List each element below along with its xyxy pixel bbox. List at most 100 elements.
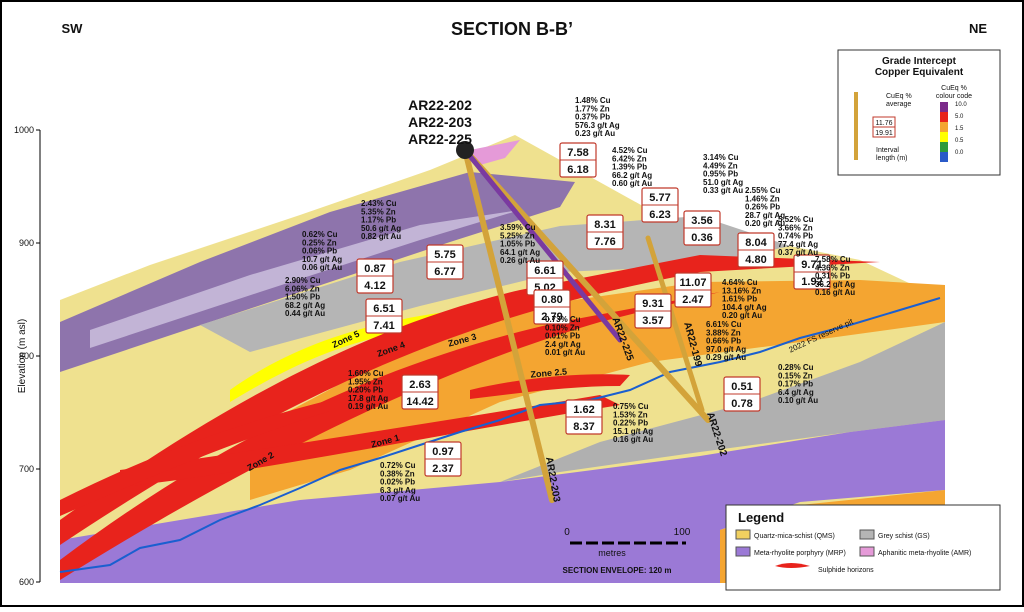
intercept-grade: 1.62 <box>573 404 594 416</box>
assay: 0.95% Pb <box>703 170 738 179</box>
intercept-grade: 7.58 <box>567 147 588 159</box>
intercept-length: 4.80 <box>745 254 766 266</box>
assay: 0.72% Cu <box>380 461 416 470</box>
colour-code <box>940 102 948 112</box>
intercept-length: 2.47 <box>682 294 703 306</box>
assay: 0.01% Pb <box>545 332 580 341</box>
intercept-length: 2.37 <box>432 463 453 475</box>
right-dir: NE <box>969 21 987 36</box>
intercept-grade: 0.97 <box>432 446 453 458</box>
intercept-grade: 9.31 <box>642 298 663 310</box>
assay: 17.8 g/t Ag <box>348 394 388 403</box>
assay: 1.53% Zn <box>613 410 648 419</box>
assay: 1.50% Pb <box>285 293 320 302</box>
legend-title: Legend <box>738 510 784 525</box>
colour-code <box>940 142 948 152</box>
assay: 1.05% Pb <box>500 240 535 249</box>
assay: 2.43% Cu <box>361 199 397 208</box>
assay: 0.33 g/t Au <box>703 186 743 195</box>
assay: 0.73% Cu <box>545 315 581 324</box>
intercept-grade: 0.87 <box>364 263 385 275</box>
assay: 0.37% Pb <box>575 113 610 122</box>
assay: 2.4 g/t Ag <box>545 340 581 349</box>
intercept-grade: 8.31 <box>594 219 615 231</box>
assay: 1.48% Cu <box>575 96 611 105</box>
axis-label: Elevation (m asl) <box>17 319 28 393</box>
legend-box <box>725 504 1001 591</box>
assay: 1.17% Pb <box>361 216 396 225</box>
legend-swatch <box>859 546 875 557</box>
grade-average: CuEq % <box>886 93 912 100</box>
assay: 4.52% Cu <box>612 146 648 155</box>
intercept-grade: 6.51 <box>373 303 394 315</box>
zone-label: Zone 2.5 <box>530 366 567 379</box>
intercept-length: 3.57 <box>642 315 663 327</box>
legend-item: Grey schist (GS) <box>878 533 930 540</box>
intercept-grade: 5.77 <box>649 192 670 204</box>
assay: 2.90% Cu <box>285 276 321 285</box>
assay: 0.10% Zn <box>545 323 580 332</box>
scale-end: 100 <box>674 527 691 538</box>
assay: 0.66% Pb <box>706 337 741 346</box>
assay: 13.16% Zn <box>722 286 761 295</box>
assay: 0.06 g/t Au <box>302 263 342 272</box>
left-dir: SW <box>62 21 84 36</box>
tick-label: 600 <box>19 577 34 587</box>
assay: 4.49% Zn <box>703 161 738 170</box>
tick-label: 800 <box>19 351 34 361</box>
assay: 0.17% Pb <box>778 380 813 389</box>
intercept-length: 8.37 <box>573 421 594 433</box>
assay: 4.36% Zn <box>815 263 850 272</box>
grade-average: average <box>886 101 911 108</box>
assay: 0.20% Pb <box>348 386 383 395</box>
legend-item: Meta-rhyolite porphyry (MRP) <box>754 550 846 557</box>
assay: 0.31% Pb <box>815 272 850 281</box>
assay: 1.39% Pb <box>612 163 647 172</box>
assay: 0.16 g/t Au <box>815 288 855 297</box>
assay: 2.55% Cu <box>745 186 781 195</box>
assay: 51.0 g/t Ag <box>703 178 743 187</box>
assay: 28.7 g/t Ag <box>745 211 785 220</box>
intercept-grade: 9.71 <box>801 259 822 271</box>
assay: 6.3 g/t Ag <box>380 486 416 495</box>
intercept-grade: 3.56 <box>691 215 712 227</box>
assay: 0.60 g/t Au <box>612 179 652 188</box>
assay: 0.15% Zn <box>778 371 813 380</box>
title: SECTION B-B’ <box>451 19 573 39</box>
assay: 4.64% Cu <box>722 278 758 287</box>
grade-example: 11.76 <box>876 120 893 127</box>
assay: 0.28% Cu <box>778 363 814 372</box>
assay: 0.20 g/t Au <box>722 311 762 320</box>
assay: 6.42% Zn <box>612 154 647 163</box>
assay: 0.19 g/t Au <box>348 402 388 411</box>
scale-envelope: SECTION ENVELOPE: 120 m <box>563 566 672 575</box>
grade-interval: Interval <box>876 147 899 154</box>
assay: 0.25% Zn <box>302 238 337 247</box>
legend-swatch <box>735 546 751 557</box>
assay: 0.44 g/t Au <box>285 309 325 318</box>
intercept-grade: 5.75 <box>434 249 455 261</box>
assay: 0.26 g/t Au <box>500 256 540 265</box>
assay: 10.7 g/t Ag <box>302 255 342 264</box>
tick-label: 1000 <box>14 125 34 135</box>
assay: 0.07 g/t Au <box>380 494 420 503</box>
assay: 0.82 g/t Au <box>361 232 401 241</box>
intercept-grade: 11.07 <box>680 277 707 289</box>
colour-code-label: 5.0 <box>955 114 964 120</box>
assay: 0.75% Cu <box>613 402 649 411</box>
intercept-length: 1.92 <box>801 276 822 288</box>
assay: 0.02% Pb <box>380 478 415 487</box>
intercept-length: 2.79 <box>541 311 562 323</box>
assay: 0.10 g/t Au <box>778 396 818 405</box>
assay: 50.6 g/t Ag <box>361 224 401 233</box>
colour-code-label: 10.0 <box>955 102 967 108</box>
grade-title: Copper Equivalent <box>875 67 964 78</box>
drill-holes <box>456 141 711 503</box>
assay: 97.0 g/t Ag <box>706 345 746 354</box>
assay: 0.37 g/t Au <box>778 248 818 257</box>
colour-code-label: 0.0 <box>955 150 964 156</box>
intercept-grade: 6.61 <box>534 265 555 277</box>
tick-label: 900 <box>19 238 34 248</box>
assay: 6.4 g/t Ag <box>778 388 814 397</box>
